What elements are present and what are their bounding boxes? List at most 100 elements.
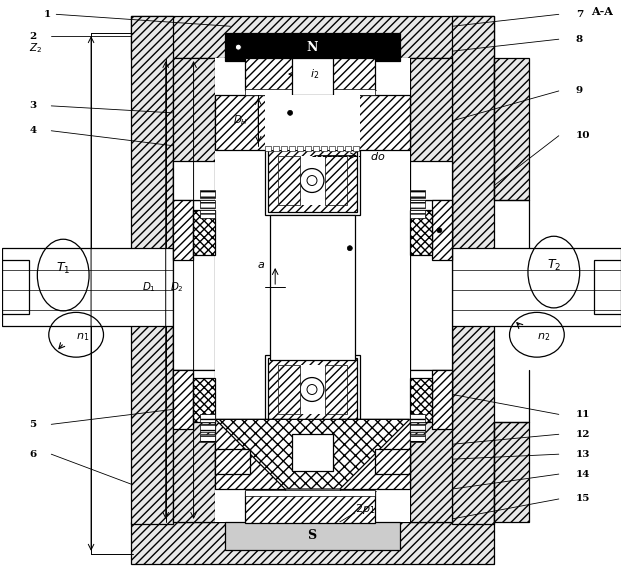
Bar xyxy=(173,160,216,201)
Bar xyxy=(289,145,295,151)
Bar xyxy=(199,415,216,423)
Text: $a$: $a$ xyxy=(257,260,265,270)
Text: 6: 6 xyxy=(29,450,37,459)
Bar xyxy=(278,156,347,205)
Text: $2p_1$: $2p_1$ xyxy=(354,502,375,516)
Text: 14: 14 xyxy=(576,470,590,478)
Bar xyxy=(131,522,494,564)
Bar xyxy=(199,210,216,218)
Bar xyxy=(131,16,173,524)
Bar xyxy=(269,358,357,421)
Polygon shape xyxy=(216,419,409,489)
Bar xyxy=(173,58,216,522)
Bar xyxy=(265,145,271,151)
Bar xyxy=(216,95,409,150)
Text: 7: 7 xyxy=(576,10,583,19)
Polygon shape xyxy=(193,210,216,255)
Text: 15: 15 xyxy=(576,494,590,504)
Bar xyxy=(345,145,351,151)
Bar xyxy=(173,201,216,370)
Circle shape xyxy=(348,246,352,251)
Bar xyxy=(245,89,374,95)
Circle shape xyxy=(300,168,324,193)
Bar xyxy=(199,190,216,198)
Text: 1: 1 xyxy=(44,10,51,19)
Bar xyxy=(313,145,319,151)
Bar xyxy=(273,145,279,151)
Text: $T_2$: $T_2$ xyxy=(547,258,561,273)
Polygon shape xyxy=(216,419,285,489)
Bar xyxy=(269,149,357,212)
Bar xyxy=(265,145,359,216)
Text: $i_2$: $i_2$ xyxy=(310,67,320,81)
Text: 8: 8 xyxy=(576,34,583,44)
Text: $D_1$: $D_1$ xyxy=(142,280,156,294)
Bar xyxy=(292,58,333,95)
Polygon shape xyxy=(193,378,216,423)
Bar xyxy=(409,201,426,208)
Text: S: S xyxy=(307,530,316,542)
Text: A-A: A-A xyxy=(591,6,612,17)
Bar xyxy=(226,33,399,61)
Bar xyxy=(374,449,409,474)
Bar xyxy=(297,145,303,151)
Bar xyxy=(409,201,452,370)
Bar xyxy=(594,260,622,314)
Bar xyxy=(452,16,494,524)
Text: $T_1$: $T_1$ xyxy=(56,260,70,275)
Bar xyxy=(199,434,216,442)
Bar xyxy=(329,145,335,151)
Text: $do$: $do$ xyxy=(369,150,385,162)
Polygon shape xyxy=(409,378,432,423)
Bar xyxy=(173,58,452,522)
Bar xyxy=(285,95,340,528)
Bar xyxy=(245,490,374,496)
Bar xyxy=(409,370,452,409)
Bar xyxy=(409,210,426,218)
Bar xyxy=(432,201,452,260)
Bar xyxy=(199,424,216,432)
Bar xyxy=(265,95,359,150)
Text: N: N xyxy=(307,41,318,53)
Text: $D_2$: $D_2$ xyxy=(170,280,184,294)
Bar xyxy=(409,434,426,442)
Text: $D_H$: $D_H$ xyxy=(233,113,249,126)
Bar xyxy=(1,260,29,314)
Bar xyxy=(325,156,347,205)
Text: 12: 12 xyxy=(576,430,590,439)
Bar xyxy=(245,491,374,523)
Bar xyxy=(281,145,287,151)
Bar xyxy=(353,145,359,151)
Circle shape xyxy=(235,44,241,50)
Circle shape xyxy=(300,378,324,401)
Text: 13: 13 xyxy=(576,450,590,459)
Bar xyxy=(278,365,300,415)
Bar xyxy=(278,365,347,415)
Circle shape xyxy=(288,110,293,116)
Bar xyxy=(216,449,250,474)
Bar xyxy=(409,190,426,198)
Bar xyxy=(173,370,193,430)
Text: 3: 3 xyxy=(29,101,37,110)
Text: 11: 11 xyxy=(576,410,590,419)
Bar xyxy=(245,58,374,90)
Bar xyxy=(337,145,343,151)
Bar xyxy=(432,370,452,430)
Bar xyxy=(452,248,622,326)
Text: 4: 4 xyxy=(29,126,37,135)
Circle shape xyxy=(437,228,442,233)
Bar xyxy=(173,370,216,409)
Circle shape xyxy=(307,175,317,186)
Bar xyxy=(494,58,529,201)
Bar xyxy=(131,16,494,58)
Text: $n_2$: $n_2$ xyxy=(537,331,551,343)
Circle shape xyxy=(307,385,317,394)
Bar xyxy=(265,355,359,424)
Bar xyxy=(278,156,300,205)
Text: $n_1$: $n_1$ xyxy=(77,331,90,343)
Bar xyxy=(409,415,426,423)
Bar xyxy=(409,58,452,522)
Bar xyxy=(226,522,399,550)
Text: 5: 5 xyxy=(29,420,37,429)
Bar xyxy=(409,424,426,432)
